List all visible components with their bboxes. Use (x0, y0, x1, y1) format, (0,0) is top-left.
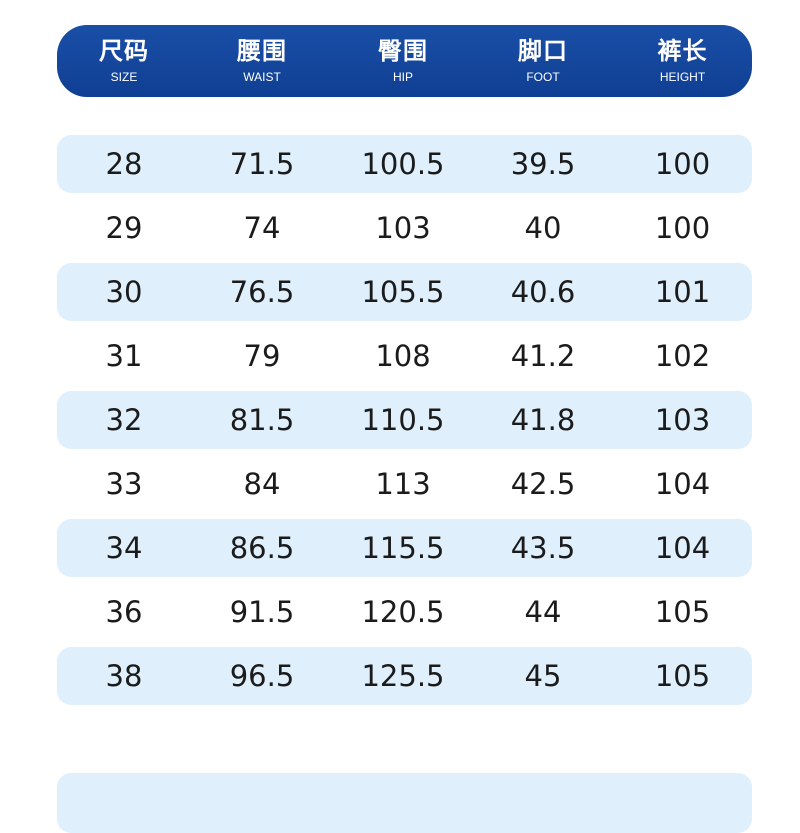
header-hip-label: 臀围 (378, 37, 428, 65)
foot-cell: 43.5 (510, 531, 576, 565)
foot-cell: 45 (524, 659, 562, 693)
waist-cell: 74 (243, 211, 281, 245)
header-size: 尺码 SIZE (57, 25, 191, 97)
foot-cell: 39.5 (510, 147, 576, 181)
waist-cell: 96.5 (229, 659, 295, 693)
header-height: 裤长 HEIGHT (613, 25, 752, 97)
size-table-body: 28 71.5 100.5 39.5 100 29 74 103 40 100 … (57, 135, 752, 711)
waist-cell: 76.5 (229, 275, 295, 309)
hip-cell: 125.5 (361, 659, 445, 693)
size-cell: 38 (105, 659, 143, 693)
table-row: 32 81.5 110.5 41.8 103 (57, 391, 752, 449)
table-row: 31 79 108 41.2 102 (57, 327, 752, 385)
size-cell: 34 (105, 531, 143, 565)
height-cell: 100 (654, 211, 711, 245)
header-foot: 脚口 FOOT (473, 25, 613, 97)
header-waist-label-en: WAIST (243, 70, 281, 84)
hip-cell: 108 (375, 339, 431, 373)
height-cell: 102 (654, 339, 711, 373)
header-foot-label: 脚口 (518, 37, 568, 65)
hip-cell: 113 (375, 467, 431, 501)
size-table-header: 尺码 SIZE 腰围 WAIST 臀围 HIP 脚口 FOOT 裤长 HEIGH… (57, 25, 752, 97)
footer-band (57, 773, 752, 833)
header-foot-label-en: FOOT (526, 70, 560, 84)
foot-cell: 40.6 (510, 275, 576, 309)
header-waist-label: 腰围 (237, 37, 287, 65)
table-row: 38 96.5 125.5 45 105 (57, 647, 752, 705)
foot-cell: 40 (524, 211, 562, 245)
size-cell: 30 (105, 275, 143, 309)
size-cell: 36 (105, 595, 143, 629)
foot-cell: 41.8 (510, 403, 576, 437)
waist-cell: 86.5 (229, 531, 295, 565)
header-hip: 臀围 HIP (333, 25, 473, 97)
waist-cell: 84 (243, 467, 281, 501)
hip-cell: 120.5 (361, 595, 445, 629)
height-cell: 105 (654, 659, 711, 693)
height-cell: 105 (654, 595, 711, 629)
table-row: 29 74 103 40 100 (57, 199, 752, 257)
hip-cell: 110.5 (361, 403, 445, 437)
size-cell: 32 (105, 403, 143, 437)
size-cell: 29 (105, 211, 143, 245)
header-height-label: 裤长 (657, 37, 708, 65)
hip-cell: 105.5 (361, 275, 445, 309)
height-cell: 103 (654, 403, 711, 437)
size-cell: 31 (105, 339, 143, 373)
size-cell: 28 (105, 147, 143, 181)
waist-cell: 81.5 (229, 403, 295, 437)
hip-cell: 103 (375, 211, 431, 245)
waist-cell: 71.5 (229, 147, 295, 181)
hip-cell: 115.5 (361, 531, 445, 565)
header-hip-label-en: HIP (392, 70, 413, 84)
table-row: 36 91.5 120.5 44 105 (57, 583, 752, 641)
table-row: 30 76.5 105.5 40.6 101 (57, 263, 752, 321)
table-row: 34 86.5 115.5 43.5 104 (57, 519, 752, 577)
table-row: 28 71.5 100.5 39.5 100 (57, 135, 752, 193)
header-size-label: 尺码 (99, 37, 149, 65)
waist-cell: 91.5 (229, 595, 295, 629)
height-cell: 101 (654, 275, 711, 309)
foot-cell: 41.2 (510, 339, 576, 373)
table-row: 33 84 113 42.5 104 (57, 455, 752, 513)
waist-cell: 79 (243, 339, 281, 373)
height-cell: 104 (654, 531, 711, 565)
height-cell: 104 (654, 467, 711, 501)
foot-cell: 44 (524, 595, 562, 629)
foot-cell: 42.5 (510, 467, 576, 501)
header-size-label-en: SIZE (110, 70, 138, 84)
header-waist: 腰围 WAIST (191, 25, 333, 97)
header-height-label-en: HEIGHT (659, 70, 706, 84)
height-cell: 100 (654, 147, 711, 181)
hip-cell: 100.5 (361, 147, 445, 181)
size-cell: 33 (105, 467, 143, 501)
